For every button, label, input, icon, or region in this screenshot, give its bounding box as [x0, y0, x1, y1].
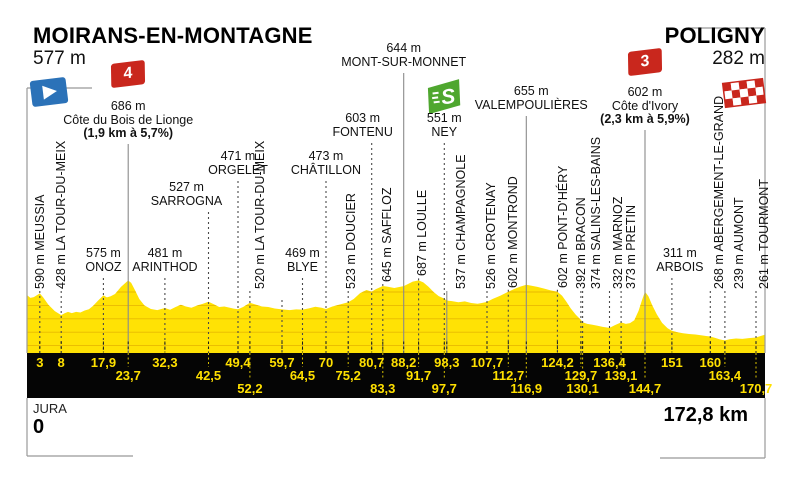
town-label: 590 m MEUSSIA [32, 194, 47, 289]
town-label: 520 m LA TOUR-DU-MEIX [252, 140, 267, 289]
km-marker: 107,7 [470, 355, 504, 370]
km-marker: 83,3 [370, 381, 396, 396]
town-label: 575 m ONOZ [85, 246, 122, 274]
km-marker: 88,2 [391, 355, 417, 370]
town-label: 527 m SARROGNA [150, 180, 223, 208]
town-label: 687 m LOULLE [414, 190, 429, 277]
km-marker: 124,2 [541, 355, 574, 370]
km-marker: 130,1 [566, 381, 599, 396]
km-marker: 97,7 [431, 381, 457, 396]
km-marker: 129,7 [564, 368, 598, 383]
climb-category-3-badge: 3 [627, 47, 663, 77]
start-flag-icon [29, 77, 69, 107]
town-label: 602 m MONTROND [506, 175, 521, 288]
km-marker: 80,7 [359, 355, 385, 370]
town-label: 469 m BLYE [285, 246, 320, 274]
km-marker: 144,7 [628, 381, 662, 396]
km-marker: 91,7 [405, 368, 432, 383]
finish-header: POLIGNY 282 m [665, 24, 765, 70]
town-label: 428 m LA TOUR-DU-MEIX [54, 140, 69, 289]
km-marker: 52,2 [237, 381, 263, 396]
km-marker: 59,7 [269, 355, 295, 370]
town-label: 551 m NEY [426, 111, 462, 139]
km-marker: 160 [699, 355, 722, 370]
town-label: 373 m PRETIN [624, 204, 639, 289]
climb-label: 602 m Côte d'Ivory (2,3 km à 5,9%) [600, 85, 690, 126]
svg-text:S: S [440, 85, 457, 110]
region-label: JURA [33, 401, 67, 416]
town-label: 392 m BRACON [573, 197, 588, 289]
climb-label: 686 m Côte du Bois de Lionge (1,9 km à 5,7… [63, 99, 194, 140]
town-label: 268 m ABERGEMENT-LE-GRAND [712, 95, 727, 289]
town-label: 311 m ARBOIS [656, 246, 704, 274]
total-distance-label: 172,8 km [663, 404, 748, 426]
km-marker: 139,1 [604, 368, 638, 383]
town-label: 374 m SALINS-LES-BAINS [588, 136, 603, 289]
km-marker: 136,4 [593, 355, 626, 370]
town-label: 644 m MONT-SUR-MONNET [341, 41, 467, 69]
town-label: 481 m ARINTHOD [132, 246, 198, 274]
finish-town-title: POLIGNY [664, 23, 765, 48]
town-label: 473 m CHÂTILLON [290, 149, 362, 177]
town-label: 526 m CROTENAY [483, 182, 498, 289]
km-marker: 17,9 [90, 355, 117, 370]
km-marker: 49,4 [225, 355, 251, 370]
km-marker: 112,7 [492, 368, 525, 383]
km-marker: 64,5 [289, 368, 316, 383]
finish-altitude: 282 m [712, 48, 765, 69]
km-marker: 75,2 [335, 368, 361, 383]
town-label: 239 m AUMONT [731, 197, 746, 289]
start-town-title: MOIRANS-EN-MONTAGNE [33, 23, 313, 48]
km-marker: 151 [661, 355, 683, 370]
km-marker: 23,7 [115, 368, 141, 383]
town-label: 603 m FONTENU [332, 111, 393, 139]
km-marker: 32,3 [152, 355, 178, 370]
finish-checkered-flag-icon [721, 77, 767, 109]
km-marker: 70 [318, 355, 334, 370]
town-label: 537 m CHAMPAGNOLE [453, 154, 468, 289]
km-marker: 42,5 [195, 368, 222, 383]
km-marker: 116,9 [510, 381, 543, 396]
profile-area [27, 280, 765, 353]
town-label: 523 m DOUCIER [344, 193, 359, 289]
town-label: 602 m PONT-D'HÉRY [556, 165, 571, 288]
town-label: 645 m SAFFLOZ [379, 187, 394, 282]
km-marker: 170,7 [739, 381, 773, 396]
climb-category-4-badge: 4 [111, 59, 146, 89]
town-label: 332 m MARNOZ [610, 196, 625, 289]
km-zero-label: 0 [33, 416, 45, 438]
sprint-icon: S [427, 79, 461, 114]
km-marker: 8 [57, 355, 65, 370]
km-marker: 163,4 [708, 368, 742, 383]
town-label: 471 m ORGELET [208, 149, 268, 177]
town-label: 655 m VALEMPOULIÈRES [474, 84, 588, 112]
start-header: MOIRANS-EN-MONTAGNE 577 m [33, 24, 313, 70]
town-label: 261 m TOURMONT [757, 179, 772, 289]
distance-strip [27, 353, 765, 398]
start-altitude: 577 m [33, 48, 86, 69]
km-marker: 98,3 [434, 355, 460, 370]
km-marker: 3 [36, 355, 44, 370]
